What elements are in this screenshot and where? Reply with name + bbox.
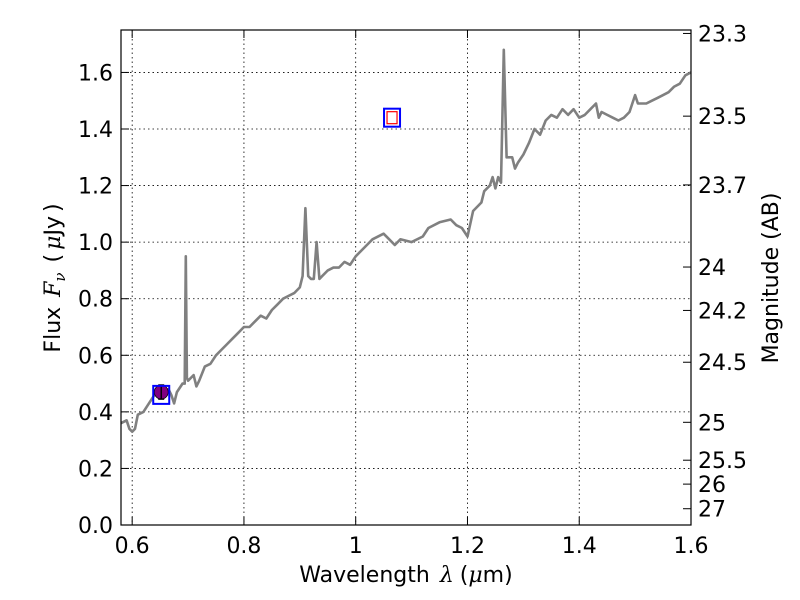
axis-ticks: 0.6 0.8 1 1.2 1.4 1.6 0.0 0.2 0.4 0.6 0.8 1.0 1.2 1.4… <box>78 22 747 559</box>
x-axis-title: Wavelength λ (μm) <box>299 563 512 588</box>
mag-tick-label: 24.5 <box>698 351 747 376</box>
x-tick-label: 1 <box>349 534 363 559</box>
mag-tick-label: 24.2 <box>698 299 747 324</box>
mag-tick-label: 23.7 <box>698 174 747 199</box>
mag-tick-label: 25.5 <box>698 449 747 474</box>
mag-tick-label: 25 <box>698 411 726 436</box>
grid-lines <box>121 30 692 526</box>
y-tick-label: 1.0 <box>78 231 113 256</box>
x-tick-label: 0.8 <box>226 534 261 559</box>
x-tick-label: 1.4 <box>562 534 597 559</box>
plot-frame <box>120 29 692 526</box>
model-square <box>383 107 402 128</box>
photometry-layer <box>152 107 402 405</box>
y-tick-label: 0.0 <box>78 514 113 539</box>
mag-tick-label: 23.5 <box>698 105 747 130</box>
y-tick-label: 0.4 <box>78 401 113 426</box>
y-tick-label: 1.2 <box>78 175 113 200</box>
mag-tick-label: 24 <box>698 256 726 281</box>
y-axis-title: FluxFν(μJy) <box>41 203 69 352</box>
mag-tick-label: 26 <box>698 473 726 498</box>
x-tick-label: 1.6 <box>674 534 709 559</box>
y-tick-label: 0.2 <box>78 457 113 482</box>
y-tick-label: 1.4 <box>78 118 113 143</box>
y-tick-label: 0.6 <box>78 344 113 369</box>
mag-tick-label: 23.3 <box>698 22 747 47</box>
series-layer <box>120 48 692 434</box>
y-axis-right-title: Magnitude (AB) <box>759 193 784 364</box>
spectrum-line <box>120 48 692 434</box>
model-square-inner <box>386 111 398 125</box>
y-tick-label: 1.6 <box>78 61 113 86</box>
model-square <box>152 384 171 405</box>
mag-tick-label: 27 <box>698 498 726 523</box>
y-tick-label: 0.8 <box>78 288 113 313</box>
x-tick-label: 0.6 <box>115 534 150 559</box>
x-tick-label: 1.2 <box>450 534 485 559</box>
